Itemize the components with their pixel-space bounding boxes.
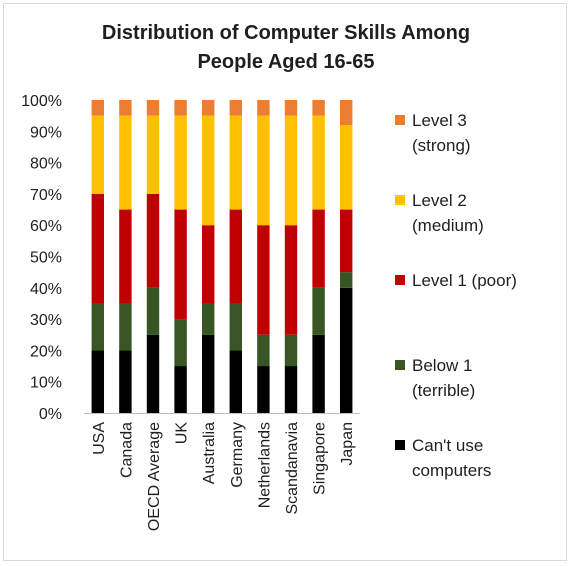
x-axis: USA Canada OECD Average UK Australia Germany N…: [84, 413, 360, 531]
y-tick-label: 50%: [30, 250, 62, 267]
y-tick-label: 10%: [30, 375, 62, 392]
bar-segment: [91, 193, 105, 304]
y-tick-label: 100%: [21, 93, 62, 110]
y-tick-label: 80%: [30, 156, 62, 173]
bars: [91, 100, 353, 413]
bar-segment: [284, 366, 298, 413]
bar-segment: [339, 125, 353, 210]
legend-label: computers: [412, 461, 491, 480]
bar-segment: [119, 350, 132, 413]
bar-segment: [91, 115, 105, 194]
bar-segment: [146, 115, 160, 194]
legend-swatch: [395, 195, 405, 205]
bar-segment: [201, 303, 215, 335]
bar-segment: [229, 303, 243, 351]
x-tick-label: Germany: [229, 422, 246, 488]
y-tick-label: 60%: [30, 218, 62, 235]
legend-label: (strong): [412, 136, 471, 155]
bar-segment: [257, 115, 270, 226]
bar-segment: [91, 100, 105, 116]
bar-segment: [284, 225, 298, 335]
bar-segment: [312, 115, 325, 210]
bar-segment: [146, 100, 160, 116]
legend-label: Level 2: [412, 191, 467, 210]
bar-segment: [201, 115, 215, 226]
bar-segment: [312, 209, 325, 288]
bar-segment: [174, 100, 187, 116]
bar-segment: [201, 100, 215, 116]
legend-swatch: [395, 275, 405, 285]
legend-swatch: [395, 360, 405, 370]
x-tick-label: Scandanavia: [284, 422, 301, 515]
bar-segment: [339, 100, 353, 126]
bar-segment: [284, 334, 298, 367]
y-tick-label: 30%: [30, 312, 62, 329]
bar-segment: [174, 319, 187, 367]
bar-segment: [201, 225, 215, 304]
chart-title: Distribution of Computer Skills Among Peo…: [102, 22, 470, 73]
bar-segment: [339, 272, 353, 288]
x-tick-label: USA: [91, 422, 108, 455]
bar-segment: [257, 100, 270, 116]
legend-label: Level 3: [412, 111, 467, 130]
bar-segment: [91, 303, 105, 351]
bar-segment: [312, 334, 325, 413]
bar-segment: [229, 350, 243, 413]
legend-label: Below 1: [412, 356, 472, 375]
y-tick-label: 90%: [30, 124, 62, 141]
legend-label: (terrible): [412, 381, 475, 400]
bar-segment: [229, 209, 243, 304]
legend-label: Can't use: [412, 436, 483, 455]
bar-segment: [284, 100, 298, 116]
legend-swatch: [395, 115, 405, 125]
bar-segment: [146, 334, 160, 413]
bar-segment: [174, 209, 187, 320]
bar-segment: [146, 287, 160, 335]
x-tick-label: OECD Average: [146, 422, 163, 531]
bar-segment: [312, 287, 325, 335]
legend-label: Level 1 (poor): [412, 271, 517, 290]
chart-title-line: People Aged 16-65: [197, 51, 374, 73]
y-tick-label: 70%: [30, 187, 62, 204]
bar-segment: [174, 366, 187, 413]
bar-segment: [257, 366, 270, 413]
bar-segment: [229, 115, 243, 210]
x-tick-label: Netherlands: [256, 422, 273, 508]
legend-label: (medium): [412, 216, 484, 235]
bar-segment: [312, 100, 325, 116]
y-axis: 0% 10% 20% 30% 40% 50% 60% 70% 80% 90% 100%: [21, 93, 62, 423]
x-tick-label: Australia: [201, 422, 218, 484]
legend-swatch: [395, 440, 405, 450]
x-tick-label: Canada: [118, 422, 135, 478]
x-tick-label: Japan: [339, 422, 356, 466]
bar-segment: [229, 100, 243, 116]
bar-segment: [119, 209, 132, 304]
bar-segment: [146, 193, 160, 288]
bar-segment: [284, 115, 298, 226]
bar-segment: [339, 287, 353, 413]
x-tick-label: UK: [174, 422, 191, 445]
bar-segment: [201, 334, 215, 413]
x-tick-label: Singapore: [312, 422, 329, 495]
bar-segment: [257, 225, 270, 335]
y-tick-label: 0%: [39, 406, 62, 423]
y-tick-label: 20%: [30, 343, 62, 360]
bar-segment: [119, 303, 132, 351]
bar-segment: [119, 115, 132, 210]
bar-segment: [119, 100, 132, 116]
bar-segment: [339, 209, 353, 273]
bar-segment: [257, 334, 270, 367]
legend: Level 3 (strong) Level 2 (medium) Level 1 (p…: [395, 111, 517, 480]
bar-segment: [91, 350, 105, 413]
y-tick-label: 40%: [30, 281, 62, 298]
bar-segment: [174, 115, 187, 210]
chart-title-line: Distribution of Computer Skills Among: [102, 22, 470, 44]
